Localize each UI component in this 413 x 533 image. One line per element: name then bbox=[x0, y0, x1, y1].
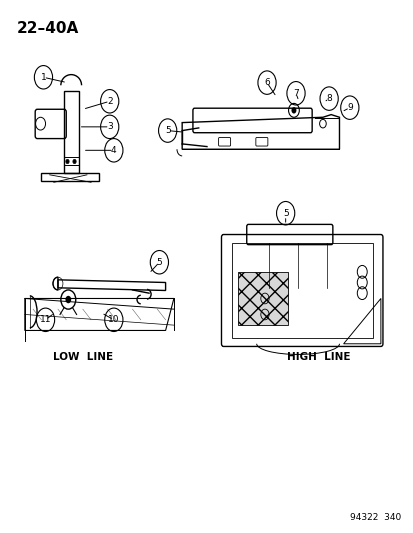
Text: 1: 1 bbox=[40, 73, 46, 82]
Text: 7: 7 bbox=[292, 89, 298, 98]
Text: 10: 10 bbox=[108, 316, 119, 324]
Text: 5: 5 bbox=[282, 209, 288, 217]
Text: 2: 2 bbox=[107, 97, 112, 106]
Circle shape bbox=[73, 159, 76, 164]
FancyBboxPatch shape bbox=[237, 272, 287, 325]
Text: 3: 3 bbox=[107, 123, 112, 131]
Text: 11: 11 bbox=[40, 316, 51, 324]
Text: 4: 4 bbox=[111, 146, 116, 155]
Circle shape bbox=[66, 159, 69, 164]
Text: 9: 9 bbox=[346, 103, 352, 112]
Text: LOW  LINE: LOW LINE bbox=[52, 352, 113, 362]
Text: 94322  340: 94322 340 bbox=[349, 513, 401, 522]
Text: 5: 5 bbox=[156, 258, 162, 266]
Text: 5: 5 bbox=[164, 126, 170, 135]
Text: 6: 6 bbox=[263, 78, 269, 87]
Text: HIGH  LINE: HIGH LINE bbox=[286, 352, 350, 362]
Text: 8: 8 bbox=[325, 94, 331, 103]
Circle shape bbox=[291, 107, 296, 114]
Circle shape bbox=[65, 296, 71, 303]
Text: 22–40A: 22–40A bbox=[17, 21, 78, 36]
